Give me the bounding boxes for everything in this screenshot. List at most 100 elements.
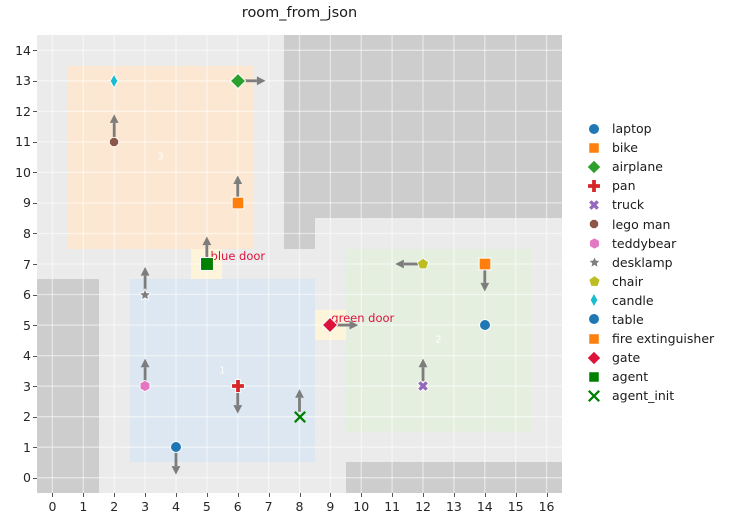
- direction-arrows: [109, 76, 490, 475]
- region-3: [67, 65, 254, 249]
- legend-marker-lego-man: [585, 217, 603, 231]
- legend-marker-airplane: [585, 159, 603, 175]
- y-tick-label-7: 7: [23, 256, 31, 272]
- x-tick-label-8: 8: [295, 499, 304, 514]
- marker-table: [168, 439, 184, 455]
- marker-agent-init: [292, 409, 308, 425]
- legend-item-truck: truck: [585, 195, 714, 214]
- marker-teddybear: [138, 379, 153, 394]
- legend-item-agent-init: agent_init: [585, 386, 714, 405]
- agent-init-x-stroke-icon: [293, 410, 306, 423]
- region-label-3: 3: [157, 151, 164, 163]
- pan-plus-icon: [230, 379, 245, 393]
- y-tick-label-5: 5: [23, 317, 31, 333]
- x-tick-label-1: 1: [79, 499, 88, 514]
- legend-marker-truck: [585, 198, 603, 212]
- bike-square-icon: [588, 142, 600, 154]
- y-tick-label-8: 8: [23, 225, 31, 241]
- legend-label-agent-init: agent_init: [612, 388, 675, 404]
- y-tickmark-10: [33, 172, 37, 174]
- legend-item-airplane: airplane: [585, 157, 714, 176]
- y-tick-label-4: 4: [23, 348, 31, 364]
- x-tickmark-7: [268, 493, 270, 497]
- x-tick-label-11: 11: [384, 499, 401, 514]
- teddybear-hexagon-icon: [139, 380, 151, 393]
- y-tickmark-0: [33, 477, 37, 479]
- legend-label-lego-man: lego man: [612, 216, 671, 232]
- legend-item-agent: agent: [585, 367, 714, 386]
- x-tick-label-6: 6: [233, 499, 242, 514]
- chair-pentagon-icon: [416, 257, 430, 270]
- x-tick-label-15: 15: [507, 499, 524, 514]
- marker-lego-man: [107, 135, 121, 149]
- legend-marker-agent-init: [585, 388, 603, 404]
- marker-pan: [230, 378, 246, 394]
- legend: laptop bike airplane pan truck lego man teddyb…: [585, 119, 714, 405]
- x-tick-label-9: 9: [326, 499, 335, 514]
- wall-block-4: [314, 35, 562, 219]
- x-tickmark-15: [515, 493, 517, 497]
- truck-x-filled-icon: [417, 380, 429, 393]
- legend-marker-chair: [585, 274, 603, 289]
- agent-square-icon: [588, 371, 600, 383]
- region-label-1: 1: [219, 365, 226, 377]
- y-tickmark-13: [33, 80, 37, 82]
- legend-label-desklamp: desklamp: [612, 254, 673, 270]
- marker-laptop: [477, 317, 493, 333]
- table-circle-icon: [170, 441, 182, 454]
- legend-label-candle: candle: [612, 292, 654, 308]
- chair-pentagon-icon: [587, 274, 601, 287]
- legend-marker-bike: [585, 140, 603, 156]
- fire-extinguisher-square-icon: [478, 257, 492, 271]
- y-tickmark-11: [33, 141, 37, 143]
- lego-man-octagon-icon: [589, 219, 599, 229]
- y-tick-label-3: 3: [23, 378, 31, 394]
- marker-chair: [416, 257, 431, 272]
- y-tickmark-5: [33, 325, 37, 327]
- legend-label-gate: gate: [612, 350, 641, 366]
- region-2: [345, 248, 532, 432]
- x-tick-label-13: 13: [445, 499, 462, 514]
- legend-label-table: table: [612, 311, 644, 327]
- candle-thin-diamond-icon: [589, 292, 599, 309]
- y-tick-label-9: 9: [23, 195, 31, 211]
- legend-item-desklamp: desklamp: [585, 253, 714, 272]
- y-tick-label-1: 1: [23, 439, 31, 455]
- y-tick-label-12: 12: [15, 103, 31, 119]
- x-tick-label-7: 7: [264, 499, 273, 514]
- agent-square-icon: [199, 256, 214, 272]
- desklamp-star-icon: [587, 255, 601, 268]
- airplane-diamond-icon: [229, 72, 247, 90]
- gridlines: [37, 35, 562, 493]
- legend-label-fire-extinguisher: fire extinguisher: [612, 331, 715, 347]
- legend-marker-table: [585, 311, 603, 327]
- door-label-blue-door: blue door: [210, 249, 266, 264]
- y-tick-label-2: 2: [23, 409, 31, 425]
- candle-thin-diamond-icon: [109, 73, 119, 89]
- legend-item-teddybear: teddybear: [585, 234, 714, 253]
- region-label-2: 2: [435, 334, 442, 346]
- region-1: [129, 279, 315, 463]
- y-tickmark-9: [33, 202, 37, 204]
- x-tickmark-11: [392, 493, 394, 497]
- plot-area: 1 2 3 blue door green door: [37, 35, 562, 493]
- x-tickmark-0: [52, 493, 54, 497]
- x-tickmark-2: [114, 493, 116, 497]
- marker-gate: [321, 316, 339, 334]
- legend-marker-candle: [585, 292, 603, 309]
- y-tick-label-11: 11: [15, 134, 31, 150]
- door-label-green-door: green door: [331, 310, 395, 325]
- x-tick-label-0: 0: [48, 499, 57, 514]
- marker-candle: [106, 73, 122, 89]
- legend-marker-gate: [585, 350, 603, 366]
- legend-item-table: table: [585, 310, 714, 329]
- x-tickmark-6: [237, 493, 239, 497]
- table-circle-icon: [588, 313, 600, 326]
- laptop-circle-icon: [588, 122, 600, 135]
- x-tick-label-4: 4: [171, 499, 180, 514]
- x-tickmark-4: [175, 493, 177, 497]
- y-tick-label-14: 14: [15, 42, 31, 58]
- y-tickmark-4: [33, 355, 37, 357]
- desklamp-star-icon: [138, 287, 152, 301]
